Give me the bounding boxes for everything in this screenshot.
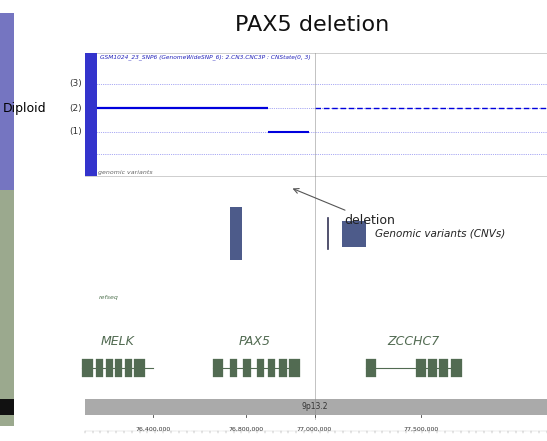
Bar <box>428 359 437 377</box>
Text: 76,400,000: 76,400,000 <box>136 427 171 432</box>
Bar <box>230 359 237 377</box>
Text: 77,000,000: 77,000,000 <box>297 427 332 432</box>
Bar <box>0 399 14 415</box>
Bar <box>106 359 113 377</box>
Bar <box>85 53 547 176</box>
Bar <box>268 359 275 377</box>
Bar <box>416 359 426 377</box>
Text: (2): (2) <box>69 104 82 113</box>
Text: genomic variants: genomic variants <box>98 170 153 175</box>
Text: deletion: deletion <box>294 189 395 227</box>
Bar <box>213 359 223 377</box>
Bar <box>0 13 14 190</box>
Text: Diploid: Diploid <box>3 102 46 115</box>
Text: GSM1024_23_SNP6 (GenomeWideSNP_6): 2.CN3.CNC3P : CNState(0, 3): GSM1024_23_SNP6 (GenomeWideSNP_6): 2.CN3… <box>100 54 310 60</box>
Bar <box>257 359 264 377</box>
Text: 76,800,000: 76,800,000 <box>229 427 264 432</box>
Bar <box>125 359 132 377</box>
Bar <box>289 359 300 377</box>
Bar <box>366 359 376 377</box>
Bar <box>134 359 145 377</box>
Text: (3): (3) <box>69 79 82 88</box>
Text: PAX5 deletion: PAX5 deletion <box>235 15 389 35</box>
Text: refseq: refseq <box>98 295 118 300</box>
Bar <box>439 359 448 377</box>
Bar <box>230 207 242 260</box>
Bar <box>85 399 547 415</box>
Text: MELK: MELK <box>101 335 135 348</box>
Bar <box>451 359 462 377</box>
Bar <box>96 359 103 377</box>
Bar <box>82 359 93 377</box>
Text: (1): (1) <box>69 127 82 136</box>
Bar <box>279 359 287 377</box>
Text: PAX5: PAX5 <box>238 335 270 348</box>
Text: Genomic variants (CNVs): Genomic variants (CNVs) <box>375 229 505 239</box>
Text: 77,500,000: 77,500,000 <box>404 427 439 432</box>
Text: ZCCHC7: ZCCHC7 <box>387 335 439 348</box>
Bar <box>115 359 122 377</box>
Bar <box>85 53 97 176</box>
Bar <box>0 190 14 426</box>
Bar <box>342 220 366 247</box>
Text: 9p13.2: 9p13.2 <box>301 402 328 411</box>
Bar <box>243 359 251 377</box>
